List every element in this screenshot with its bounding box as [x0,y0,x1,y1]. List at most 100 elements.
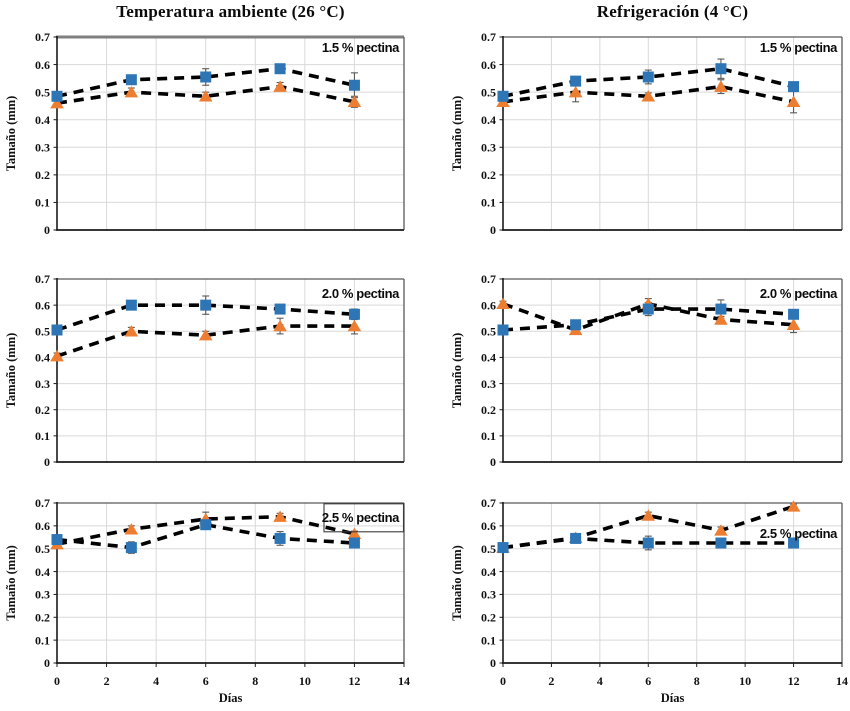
y-tick-label: 0.7 [481,272,496,286]
y-tick-label: 0 [44,455,50,469]
y-tick-label: 0.6 [481,519,496,533]
x-tick-label: 12 [348,674,360,688]
markers-cuadrados-azules [51,519,360,554]
y-tick-label: 0.3 [35,588,50,602]
chart-refrigeracion-1-5-pectina: 0 0.1 0.2 0.3 0.4 0.5 0.6 0.7 Tamaño (mm) 1.5 % p… [450,30,843,237]
y-tick-label: 0.2 [481,403,496,417]
y-tick-label: 0.1 [35,633,50,647]
y-tick-label: 0.5 [35,85,50,99]
y-tick-label: 0.3 [481,588,496,602]
y-tick-label: 0.1 [35,196,50,210]
markers-cuadrados-azules [51,299,360,336]
y-tick-label: 0 [44,223,50,237]
y-tick-label: 0.3 [481,140,496,154]
column-title-temperatura-ambiente: Temperatura ambiente (26 °C) [116,2,345,21]
line-cuadrados-azules [502,307,794,332]
y-tick-label: 0.5 [481,324,496,338]
axes [499,36,843,231]
y-tick-label: 0.1 [481,196,496,210]
y-tick-label: 0.2 [481,168,496,182]
x-tick-label: 14 [398,674,410,688]
x-tick-label: 2 [104,674,110,688]
y-tick-label: 0.1 [481,633,496,647]
y-tick-label: 0.4 [35,351,50,365]
annotation-pectina: 2.5 % pectina [322,510,400,525]
gridlines [57,503,405,663]
markers-cuadrados-azules [51,63,360,102]
y-tick-label: 0.6 [35,298,50,312]
gridlines [503,37,843,230]
line-cuadrados-azules [502,66,795,99]
y-tick-label: 0.5 [481,542,496,556]
y-tick-label: 0.4 [481,113,496,127]
chart-refrigeracion-2-0-pectina: 0 0.1 0.2 0.3 0.4 0.5 0.6 0.7 Tamaño (mm) 2.0 % p… [450,272,843,469]
y-tick-label: 0.6 [35,58,50,72]
x-tick-label: 4 [153,674,159,688]
x-tick-label: 6 [645,674,651,688]
markers-triangulos-naranja [50,319,362,362]
x-tick-label: 10 [739,674,751,688]
line-triangulos-naranja [502,84,794,104]
y-tick-label: 0.4 [35,565,50,579]
markers-cuadrados-azules [497,63,800,102]
chart-ambiente-1-5-pectina: 0 0.1 0.2 0.3 0.4 0.5 0.6 0.7 Tamaño (mm) 1.5 % p… [4,30,405,237]
axes [53,278,405,463]
line-cuadrados-azules [502,536,794,550]
chart-ambiente-2-0-pectina: 0 0.1 0.2 0.3 0.4 0.5 0.6 0.7 Tamaño (mm) 2.0 % p… [4,272,405,469]
y-tick-label: 0.2 [35,168,50,182]
y-tick-label: 0 [490,455,496,469]
x-axis-label: Días [219,691,243,705]
y-tick-label: 0.1 [35,429,50,443]
y-tick-label: 0.7 [35,272,50,286]
x-tick-label: 0 [54,674,60,688]
x-tick-label: 12 [788,674,800,688]
y-tick-label: 0 [44,656,50,670]
y-tick-label: 0.3 [35,377,50,391]
gridlines [503,503,843,663]
y-tick-label: 0.2 [35,403,50,417]
markers-triangulos-naranja [50,80,362,109]
x-tick-label: 8 [252,674,258,688]
y-tick-label: 0.5 [481,85,496,99]
y-tick-label: 0.2 [35,610,50,624]
x-axis-label: Días [661,691,685,705]
y-tick-label: 0 [490,223,496,237]
y-tick-label: 0.7 [481,496,496,510]
gridlines [503,279,843,462]
y-tick-label: 0.7 [35,30,50,44]
y-tick-label: 0.4 [481,351,496,365]
x-tick-label: 0 [500,674,506,688]
annotation-pectina: 2.5 % pectina [760,526,838,541]
column-title-refrigeracion: Refrigeración (4 °C) [596,2,749,21]
x-tick-label: 2 [548,674,554,688]
y-axis-label: Tamaño (mm) [450,545,464,621]
y-axis-label: Tamaño (mm) [450,333,464,409]
chart-refrigeracion-2-5-pectina: 0 0.1 0.2 0.3 0.4 0.5 0.6 0.7 Tamaño (mm) 0 2 4 6 8 10… [450,496,848,705]
x-tick-label: 6 [203,674,209,688]
annotation-pectina: 1.5 % pectina [760,40,838,55]
x-tick-label: 8 [694,674,700,688]
y-tick-label: 0 [490,656,496,670]
markers-cuadrados-azules [497,532,800,554]
y-tick-label: 0.5 [35,324,50,338]
annotation-box [323,503,405,533]
axes [53,502,405,667]
line-triangulos-naranja [56,324,355,358]
annotation-pectina: 2.0 % pectina [760,286,838,301]
y-axis-label: Tamaño (mm) [4,545,18,621]
markers-cuadrados-azules [497,303,800,336]
y-tick-label: 0.7 [481,30,496,44]
chart-ambiente-2-5-pectina: 0 0.1 0.2 0.3 0.4 0.5 0.6 0.7 Tamaño (mm) 0 2 4 6 8 10… [4,496,410,705]
y-tick-label: 0.3 [481,377,496,391]
x-tick-label: 4 [597,674,603,688]
line-cuadrados-azules [56,303,355,332]
y-tick-label: 0.1 [481,429,496,443]
y-tick-label: 0.2 [481,610,496,624]
annotation-pectina: 1.5 % pectina [322,40,400,55]
x-tick-label: 10 [299,674,311,688]
y-tick-label: 0.3 [35,140,50,154]
y-tick-label: 0.7 [35,496,50,510]
y-axis-label: Tamaño (mm) [450,96,464,172]
y-tick-label: 0.5 [35,542,50,556]
